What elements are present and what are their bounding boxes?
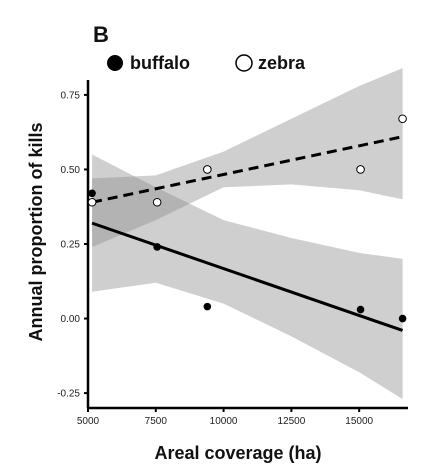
y-tick-label: 0.75: [61, 90, 81, 101]
y-tick-label: 0.25: [61, 240, 81, 251]
data-point-zebra: [398, 114, 407, 124]
legend-label-zebra: zebra: [258, 53, 306, 73]
x-tick-label: 7500: [145, 416, 168, 427]
x-tick-label: 5000: [77, 416, 100, 427]
panel-label: B: [93, 22, 109, 47]
data-point-buffalo: [153, 243, 161, 251]
legend: buffalo zebra: [107, 53, 306, 73]
data-point-buffalo: [398, 314, 407, 323]
plot-area: -0.25 0.00 0.25 0.50 0.75 5000 7500 10000 12500 1…: [57, 68, 408, 427]
x-tick-label: 10000: [210, 416, 238, 427]
fit-line-buffalo: [91, 221, 404, 332]
x-tick-label: 15000: [345, 416, 373, 427]
y-tick-label: -0.25: [57, 389, 80, 400]
data-point-zebra: [356, 165, 365, 174]
data-point-buffalo: [88, 189, 96, 198]
data-point-buffalo: [203, 302, 212, 311]
x-axis-title: Areal coverage (ha): [154, 443, 321, 463]
y-tick-label: 0.50: [61, 165, 81, 176]
confidence-band-zebra: [92, 68, 403, 247]
data-point-zebra: [152, 197, 162, 207]
y-tick-label: 0.00: [61, 314, 81, 325]
x-tick-label: 12500: [277, 416, 305, 427]
fit-line-zebra: [91, 135, 403, 204]
y-axis-title: Annual proportion of kills: [26, 123, 46, 342]
data-point-zebra: [203, 165, 212, 174]
data-point-buffalo: [356, 305, 365, 314]
legend-marker-zebra: [235, 54, 253, 72]
legend-marker-buffalo: [107, 55, 123, 71]
legend-label-buffalo: buffalo: [130, 53, 190, 73]
data-point-zebra: [87, 197, 97, 207]
